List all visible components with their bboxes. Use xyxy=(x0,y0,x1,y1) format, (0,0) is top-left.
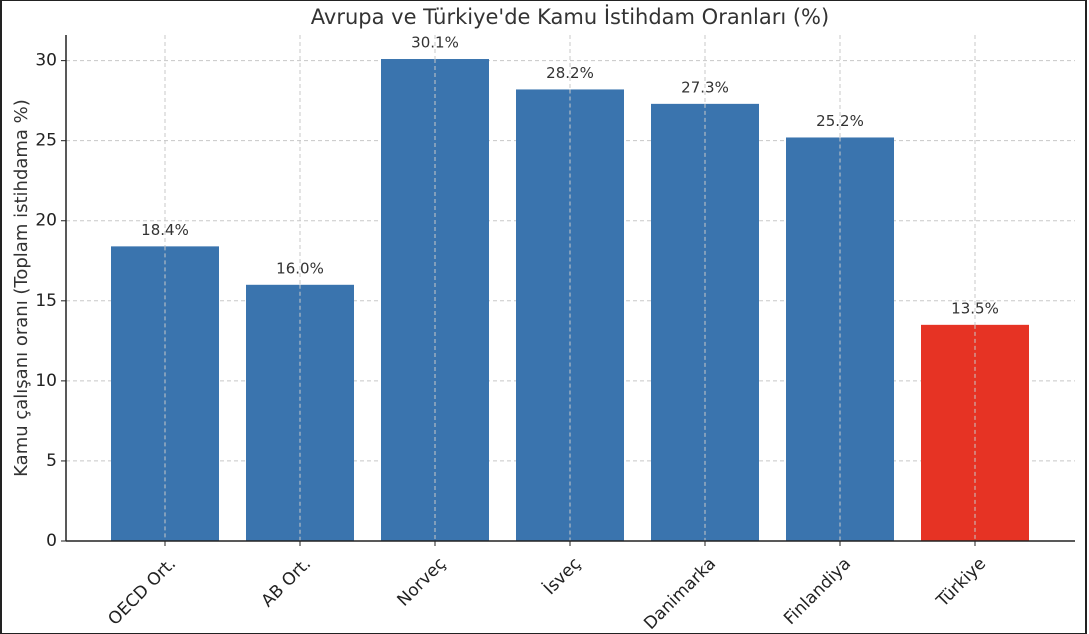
x-tick-label: AB Ort. xyxy=(258,554,315,611)
y-tick-label: 25 xyxy=(35,131,57,151)
y-tick-label: 10 xyxy=(35,371,57,391)
value-label: 18.4% xyxy=(141,221,189,239)
value-label: 25.2% xyxy=(816,112,864,130)
value-label: 28.2% xyxy=(546,64,594,82)
x-tick-label: OECD Ort. xyxy=(104,554,180,630)
x-tick-label: Finlandiya xyxy=(780,554,855,629)
y-tick-label: 20 xyxy=(35,211,57,231)
x-tick-label: Norveç xyxy=(394,554,451,611)
y-axis-label: Kamu çalışanı oranı (Toplam istihdama %) xyxy=(11,99,32,477)
value-label: 16.0% xyxy=(276,259,324,277)
y-tick-label: 0 xyxy=(46,531,57,551)
value-label: 30.1% xyxy=(411,34,459,52)
value-label: 27.3% xyxy=(681,78,729,96)
chart-title: Avrupa ve Türkiye'de Kamu İstihdam Oranl… xyxy=(311,4,829,29)
x-tick-label: İsveç xyxy=(539,553,585,599)
value-label: 13.5% xyxy=(951,299,999,317)
y-tick-label: 30 xyxy=(35,51,57,71)
y-tick-label: 15 xyxy=(35,291,57,311)
x-tick-label: Danimarka xyxy=(640,554,720,634)
x-tick-label: Türkiye xyxy=(932,554,990,612)
bar xyxy=(786,137,894,541)
y-tick-label: 5 xyxy=(46,451,57,471)
